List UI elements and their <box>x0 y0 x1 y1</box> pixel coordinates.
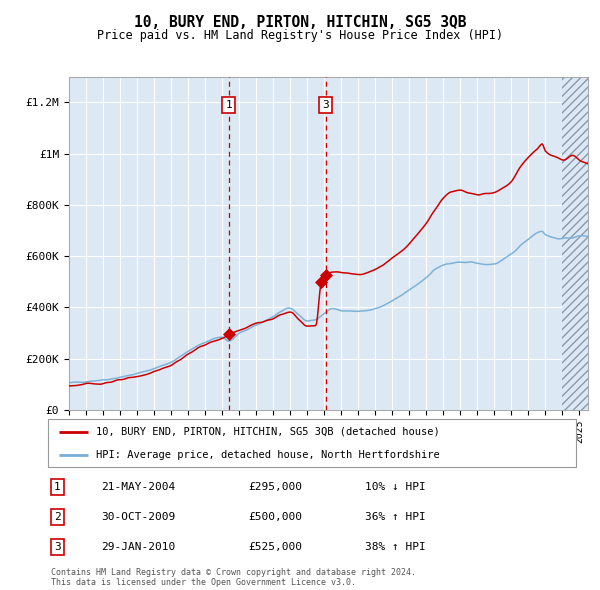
Text: 10% ↓ HPI: 10% ↓ HPI <box>365 482 425 492</box>
Text: This data is licensed under the Open Government Licence v3.0.: This data is licensed under the Open Gov… <box>51 578 356 587</box>
Bar <box>562 77 588 410</box>
Text: 10, BURY END, PIRTON, HITCHIN, SG5 3QB: 10, BURY END, PIRTON, HITCHIN, SG5 3QB <box>134 15 466 30</box>
Text: 30-OCT-2009: 30-OCT-2009 <box>101 512 175 522</box>
Text: 3: 3 <box>54 542 61 552</box>
Text: £500,000: £500,000 <box>248 512 302 522</box>
Text: 3: 3 <box>322 100 329 110</box>
Text: 21-MAY-2004: 21-MAY-2004 <box>101 482 175 492</box>
Text: Price paid vs. HM Land Registry's House Price Index (HPI): Price paid vs. HM Land Registry's House … <box>97 29 503 42</box>
Text: 29-JAN-2010: 29-JAN-2010 <box>101 542 175 552</box>
FancyBboxPatch shape <box>48 419 576 467</box>
Text: 1: 1 <box>54 482 61 492</box>
Text: 10, BURY END, PIRTON, HITCHIN, SG5 3QB (detached house): 10, BURY END, PIRTON, HITCHIN, SG5 3QB (… <box>95 427 439 437</box>
Text: £525,000: £525,000 <box>248 542 302 552</box>
Text: 38% ↑ HPI: 38% ↑ HPI <box>365 542 425 552</box>
Text: £295,000: £295,000 <box>248 482 302 492</box>
Text: HPI: Average price, detached house, North Hertfordshire: HPI: Average price, detached house, Nort… <box>95 450 439 460</box>
Bar <box>562 77 588 410</box>
Text: 1: 1 <box>225 100 232 110</box>
Text: 36% ↑ HPI: 36% ↑ HPI <box>365 512 425 522</box>
Text: Contains HM Land Registry data © Crown copyright and database right 2024.: Contains HM Land Registry data © Crown c… <box>51 568 416 577</box>
Text: 2: 2 <box>54 512 61 522</box>
